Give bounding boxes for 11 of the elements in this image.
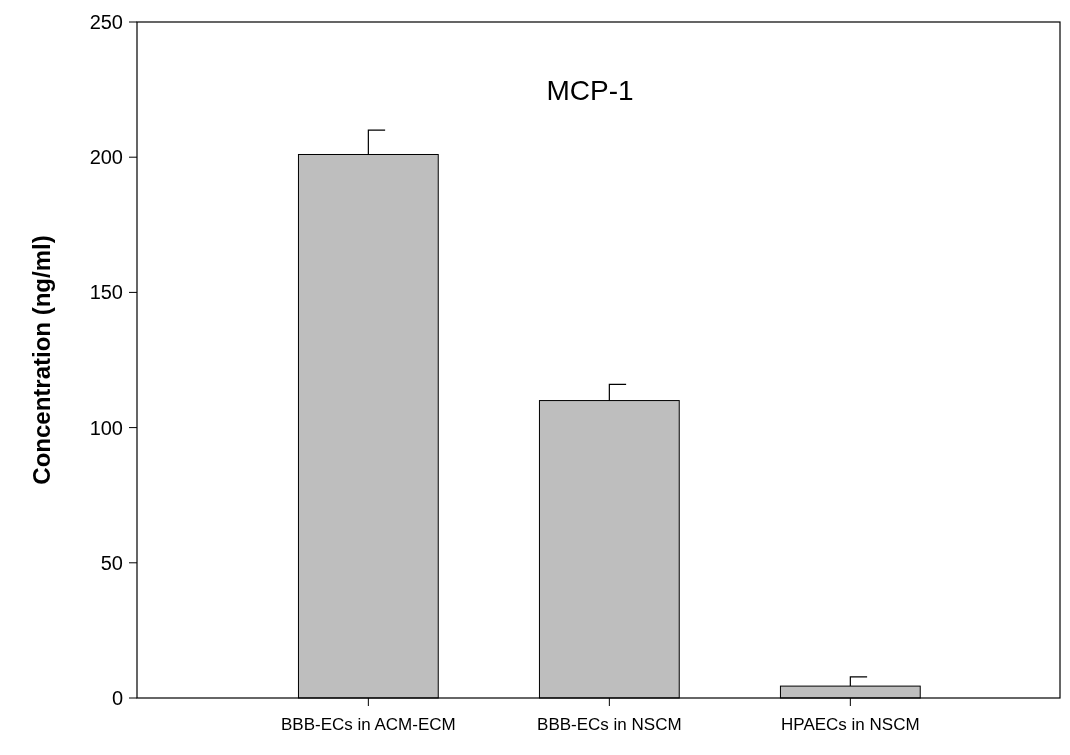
x-tick-label: BBB-ECs in NSCM (537, 715, 682, 734)
y-tick-label: 0 (111, 687, 123, 709)
y-tick-label: 150 (89, 281, 123, 304)
text: MCP-1 (546, 75, 634, 106)
y-tick-label: 100 (89, 416, 123, 439)
y-tick-label: 200 (89, 146, 123, 169)
y-axis-title: Concentration (ng/ml) (28, 235, 55, 485)
x-tick-label: HPAECs in NSCM (781, 715, 920, 734)
y-tick-label: 250 (89, 11, 123, 33)
x-tick-label: BBB-ECs in ACM-ECM (280, 715, 456, 734)
y-tick-label: 50 (100, 551, 123, 574)
